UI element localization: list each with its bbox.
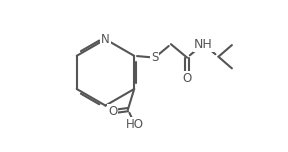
Text: S: S — [151, 51, 158, 64]
Text: NH: NH — [194, 38, 213, 51]
Text: N: N — [101, 33, 110, 46]
Text: O: O — [182, 72, 192, 85]
Text: HO: HO — [126, 118, 144, 131]
Text: O: O — [108, 105, 117, 118]
